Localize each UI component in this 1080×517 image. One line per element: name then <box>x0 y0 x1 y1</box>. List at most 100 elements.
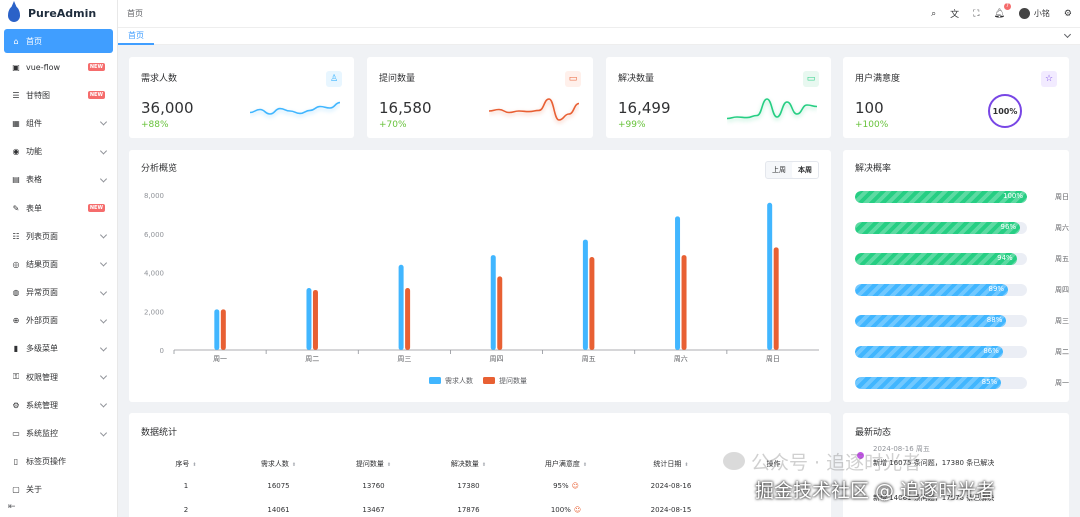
toggle-this-week[interactable]: 本周 <box>792 162 818 178</box>
bar <box>490 255 496 350</box>
key-icon: ⚿ <box>12 372 20 382</box>
check-message-icon: ▭ <box>803 71 819 87</box>
gantt-icon: ☰ <box>12 90 20 100</box>
sidebar-item[interactable]: ▮ 多级菜单 <box>0 335 117 363</box>
notification-badge: 7 <box>1003 2 1011 10</box>
sidebar-item[interactable]: ▭ 系统监控 <box>0 419 117 447</box>
column-label: 用户满意度 <box>544 460 580 468</box>
dynamic-item: 新增 14061 条问题，17876 条已解决 <box>873 494 995 502</box>
sort-icon[interactable]: ⬍ <box>386 462 392 468</box>
progress-bar: 86% <box>855 346 1027 358</box>
sidebar-item[interactable]: ◍ 异常页面 <box>0 279 117 307</box>
search-icon[interactable]: ⌕ <box>931 8 937 19</box>
sidebar-item[interactable]: ⊕ 外部页面 <box>0 307 117 335</box>
sidebar-item[interactable]: ⚿ 权限管理 <box>0 363 117 391</box>
kpi-card: 提问数量 ▭ 16,580 +70% <box>367 57 593 138</box>
progress-row: 100% 周日 <box>855 191 1069 203</box>
kpi-title: 用户满意度 <box>855 74 901 84</box>
sidebar-item[interactable]: ☰ 甘特图 NEW <box>0 81 117 109</box>
table-icon: ▤ <box>12 175 20 185</box>
column-header[interactable]: 用户满意度 ⬍ <box>516 454 616 474</box>
cell-value: 1 <box>183 482 189 490</box>
top-header: 首页 ⌕ 文 ⛶ 🔔︎ 7 小铭 ⚙ <box>118 0 1080 27</box>
legend-swatch <box>483 377 495 384</box>
sidebar-item[interactable]: ▦ 组件 <box>0 109 117 137</box>
column-header[interactable]: 解决数量 ⬍ <box>421 454 516 474</box>
sidebar-item[interactable]: ◎ 结果页面 <box>0 250 117 278</box>
x-tick-label: 周二 <box>305 355 319 363</box>
dynamic-date: 2024-08-16 周五 <box>873 445 930 453</box>
sort-icon[interactable]: ⬍ <box>684 462 689 468</box>
column-label: 序号 <box>175 460 190 468</box>
list-icon: ☷ <box>12 231 20 241</box>
sidebar-item[interactable]: ☷ 列表页面 <box>0 222 117 250</box>
table-header: 序号 ⬍ 需求人数 ⬍ 提问数量 ⬍ 解决数量 ⬍ 用户满意度 ⬍ 统计日期 ⬍ 操作 <box>141 454 821 474</box>
star-icon: ☆ <box>1041 71 1057 87</box>
sidebar-item[interactable]: ⚙ 系统管理 <box>0 391 117 419</box>
sidebar-item-label: 列表页面 <box>26 231 58 241</box>
progress-fill: 88% <box>855 315 1007 327</box>
breadcrumb[interactable]: 首页 <box>127 9 143 18</box>
kpi-change: +100% <box>855 120 889 130</box>
sidebar-item-label: 表单 <box>26 203 42 213</box>
bar <box>675 216 681 350</box>
sort-icon[interactable]: ⬍ <box>481 462 487 468</box>
sidebar-item[interactable]: ▤ 表格 <box>0 166 117 194</box>
stats-table: 序号 ⬍ 需求人数 ⬍ 提问数量 ⬍ 解决数量 ⬍ 用户满意度 ⬍ 统计日期 ⬍ 操作 1 16075 137… <box>141 454 821 517</box>
sidebar-item[interactable]: ▯ 标签页操作 <box>0 448 117 476</box>
collapse-icon[interactable]: ⇤ <box>8 502 16 512</box>
toggle-last-week[interactable]: 上周 <box>772 166 786 174</box>
table-cell: 2 <box>141 498 231 517</box>
column-label: 统计日期 <box>653 460 682 468</box>
fullscreen-icon[interactable]: ⛶ <box>973 8 980 19</box>
sidebar-item[interactable]: ◉ 功能 <box>0 138 117 166</box>
progress-bar: 94% <box>855 253 1027 265</box>
bar <box>220 309 226 350</box>
sort-icon[interactable]: ⬍ <box>192 462 197 468</box>
progress-day: 周六 <box>1055 224 1069 232</box>
form-icon: ✎ <box>12 203 20 213</box>
progress-fill: 86% <box>855 346 1003 358</box>
cell-value: 17380 <box>457 482 480 490</box>
overview-card: 分析概览 上周 本周 0 2,000 4,000 6,000 8,000 周一 周二 周三 周四… <box>129 150 831 402</box>
sort-icon[interactable]: ⬍ <box>291 462 297 468</box>
user-menu[interactable]: 小铭 <box>1018 8 1050 19</box>
grid-icon: ▦ <box>12 118 20 128</box>
progress-row: 96% 周六 <box>855 222 1069 234</box>
sort-icon[interactable]: ⬍ <box>582 462 588 468</box>
progress-label: 96% <box>1000 223 1017 231</box>
table-cell: 14061 <box>231 498 326 517</box>
sidebar-item[interactable]: ✎ 表单 NEW <box>0 194 117 222</box>
bar <box>405 288 411 350</box>
bar-chart-icon: ▮ <box>13 344 19 354</box>
sidebar-item[interactable]: ▢ 关于 <box>0 476 117 504</box>
overview-title: 分析概览 <box>141 164 178 174</box>
column-header[interactable]: 序号 ⬍ <box>141 454 231 474</box>
logo[interactable]: PureAdmin <box>0 0 117 27</box>
bell-icon[interactable]: 🔔︎ 7 <box>993 2 1011 19</box>
ring-label: 100% <box>993 107 1018 116</box>
sidebar-item[interactable]: ▣ vue-flow NEW <box>0 53 117 81</box>
users-icon: ♙ <box>326 71 342 87</box>
sidebar-item[interactable]: ⌂ 首页 <box>4 29 113 53</box>
settings-icon[interactable]: ⚙ <box>1063 8 1072 19</box>
column-header[interactable]: 操作 <box>726 454 821 474</box>
chevron-down-icon[interactable] <box>1063 30 1072 39</box>
kpi-value: 16,499 <box>618 99 671 117</box>
column-header[interactable]: 提问数量 ⬍ <box>326 454 421 474</box>
column-header[interactable]: 需求人数 ⬍ <box>231 454 326 474</box>
new-badge: NEW <box>87 204 105 213</box>
progress-day: 周三 <box>1055 317 1069 325</box>
satisfaction-ring: 100% <box>988 94 1022 128</box>
chevron-down-icon <box>99 175 108 183</box>
chevron-down-icon <box>99 259 108 267</box>
translate-icon[interactable]: 文 <box>950 10 960 20</box>
chevron-down-icon <box>99 344 108 352</box>
column-header[interactable]: 统计日期 ⬍ <box>616 454 726 474</box>
watermark-line2: 掘金技术社区 @ 追逐时光者 <box>755 480 996 502</box>
tab-home[interactable]: 首页 <box>118 28 154 45</box>
bar <box>589 257 595 350</box>
sidebar-item-label: 系统监控 <box>26 429 58 439</box>
progress-day: 周日 <box>1055 193 1069 201</box>
